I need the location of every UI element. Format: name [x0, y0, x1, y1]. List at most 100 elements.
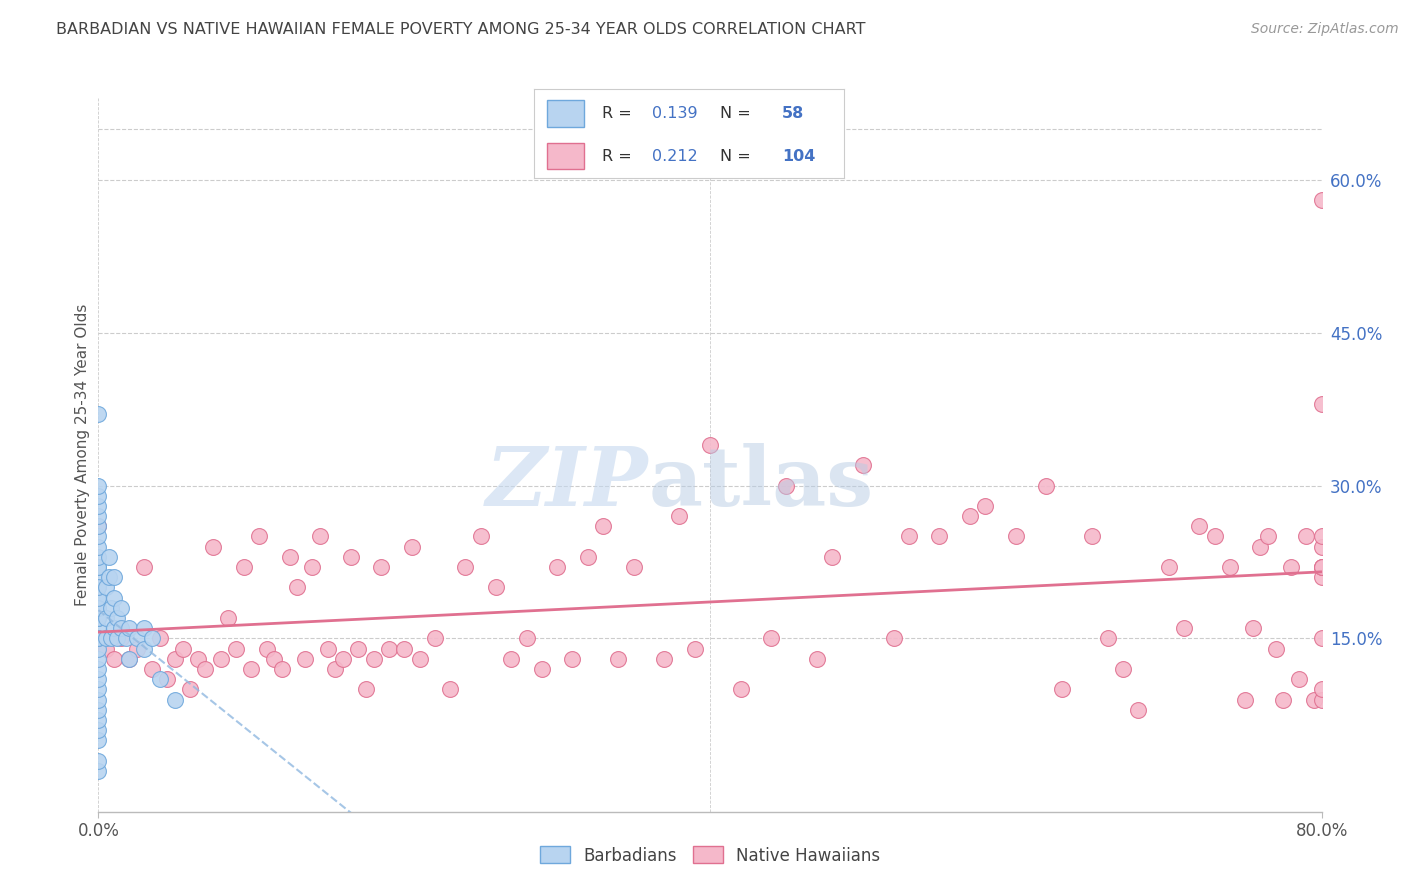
Point	[87, 560, 110, 574]
Point	[607, 652, 630, 666]
Point	[316, 641, 339, 656]
Point	[98, 549, 121, 564]
Point	[105, 611, 128, 625]
Point	[1241, 621, 1264, 635]
Point	[194, 662, 217, 676]
Point	[103, 591, 125, 605]
Point	[309, 529, 332, 543]
Point	[1112, 662, 1135, 676]
Point	[285, 581, 308, 595]
Point	[699, 438, 721, 452]
Point	[1204, 529, 1226, 543]
Point	[363, 652, 385, 666]
Point	[103, 652, 125, 666]
Point	[94, 632, 117, 646]
Point	[485, 581, 508, 595]
Point	[294, 652, 316, 666]
Point	[118, 652, 141, 666]
Point	[730, 682, 752, 697]
Point	[209, 652, 232, 666]
Text: R =: R =	[602, 149, 637, 163]
FancyBboxPatch shape	[547, 100, 583, 127]
Point	[270, 662, 292, 676]
Point	[1310, 529, 1333, 543]
Text: 0.139: 0.139	[652, 106, 697, 120]
Point	[775, 478, 797, 492]
Point	[370, 560, 392, 574]
Point	[546, 560, 568, 574]
Point	[516, 632, 538, 646]
Point	[105, 632, 128, 646]
Point	[1310, 632, 1333, 646]
Point	[263, 652, 285, 666]
Point	[652, 652, 675, 666]
Point	[1257, 529, 1279, 543]
Point	[149, 632, 172, 646]
Point	[87, 549, 110, 564]
Point	[1050, 682, 1073, 697]
Point	[256, 641, 278, 656]
Point	[100, 632, 122, 646]
Y-axis label: Female Poverty Among 25-34 Year Olds: Female Poverty Among 25-34 Year Olds	[75, 304, 90, 606]
Point	[1303, 692, 1326, 706]
Point	[1288, 672, 1310, 686]
Point	[87, 560, 110, 574]
Point	[1188, 519, 1211, 533]
Point	[94, 581, 117, 595]
Point	[959, 509, 981, 524]
Point	[401, 540, 423, 554]
Point	[668, 509, 690, 524]
Point	[332, 652, 354, 666]
Point	[1310, 570, 1333, 584]
Point	[118, 621, 141, 635]
Point	[301, 560, 323, 574]
Point	[576, 549, 599, 564]
Text: 104: 104	[782, 149, 815, 163]
Point	[87, 662, 110, 676]
Point	[354, 682, 377, 697]
Point	[1272, 692, 1295, 706]
Point	[87, 611, 110, 625]
Point	[1310, 560, 1333, 574]
Point	[187, 652, 209, 666]
Point	[87, 632, 110, 646]
Point	[408, 652, 430, 666]
Point	[378, 641, 401, 656]
Point	[454, 560, 477, 574]
Point	[115, 632, 138, 646]
Point	[339, 549, 361, 564]
Point	[530, 662, 553, 676]
Point	[98, 570, 121, 584]
Point	[1004, 529, 1026, 543]
Point	[325, 662, 347, 676]
Point	[232, 560, 254, 574]
Point	[134, 560, 156, 574]
Point	[821, 549, 844, 564]
Point	[439, 682, 461, 697]
Point	[1097, 632, 1119, 646]
Point	[87, 621, 110, 635]
Point	[202, 540, 225, 554]
Point	[759, 632, 782, 646]
Point	[87, 591, 110, 605]
Point	[141, 632, 163, 646]
Point	[87, 600, 110, 615]
Point	[240, 662, 263, 676]
Text: R =: R =	[602, 106, 637, 120]
Point	[179, 682, 201, 697]
Point	[163, 692, 186, 706]
Point	[897, 529, 920, 543]
Point	[470, 529, 492, 543]
Point	[156, 672, 179, 686]
Text: N =: N =	[720, 149, 756, 163]
Point	[100, 600, 122, 615]
Point	[134, 641, 156, 656]
Point	[125, 641, 148, 656]
Point	[1310, 397, 1333, 411]
Point	[247, 529, 270, 543]
Point	[172, 641, 194, 656]
Point	[125, 632, 148, 646]
Point	[87, 611, 110, 625]
Point	[141, 662, 163, 676]
Text: BARBADIAN VS NATIVE HAWAIIAN FEMALE POVERTY AMONG 25-34 YEAR OLDS CORRELATION CH: BARBADIAN VS NATIVE HAWAIIAN FEMALE POVE…	[56, 22, 866, 37]
